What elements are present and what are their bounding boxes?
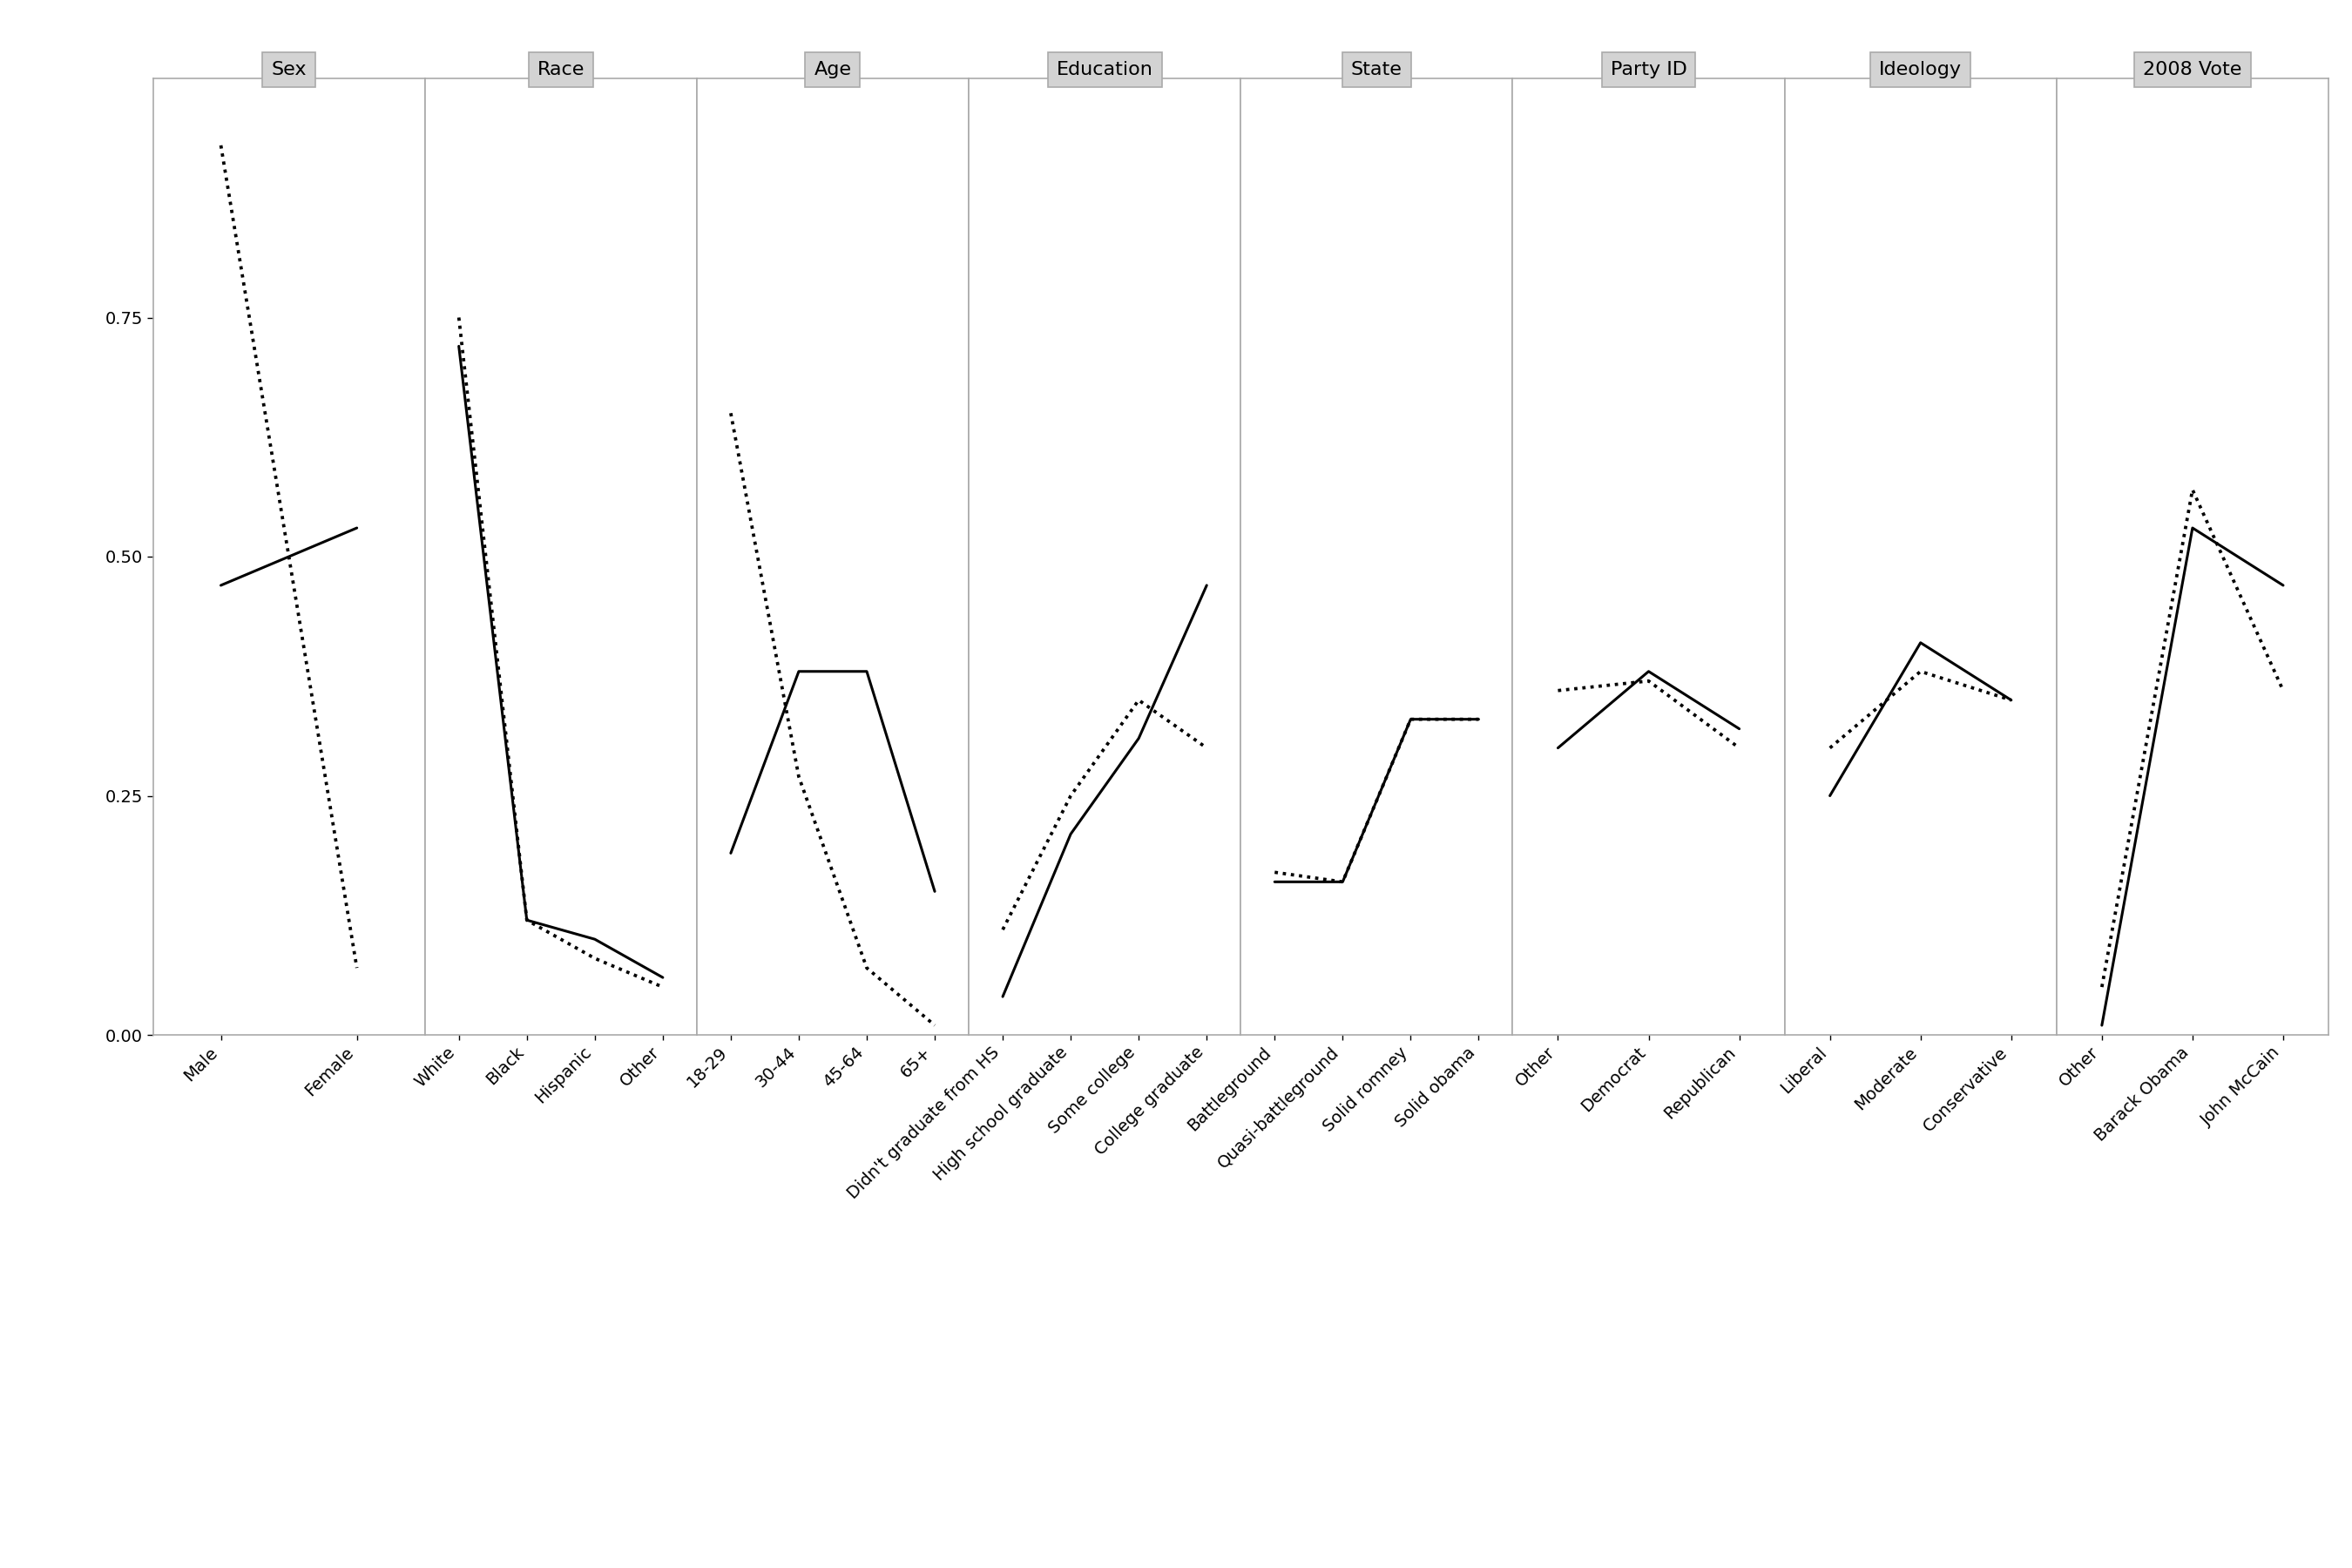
Title: State: State	[1350, 61, 1402, 78]
Title: Sex: Sex	[270, 61, 306, 78]
Title: 2008 Vote: 2008 Vote	[2143, 61, 2241, 78]
Title: Education: Education	[1056, 61, 1152, 78]
Title: Ideology: Ideology	[1879, 61, 1962, 78]
Title: Age: Age	[814, 61, 851, 78]
Title: Race: Race	[536, 61, 586, 78]
Title: Party ID: Party ID	[1611, 61, 1686, 78]
